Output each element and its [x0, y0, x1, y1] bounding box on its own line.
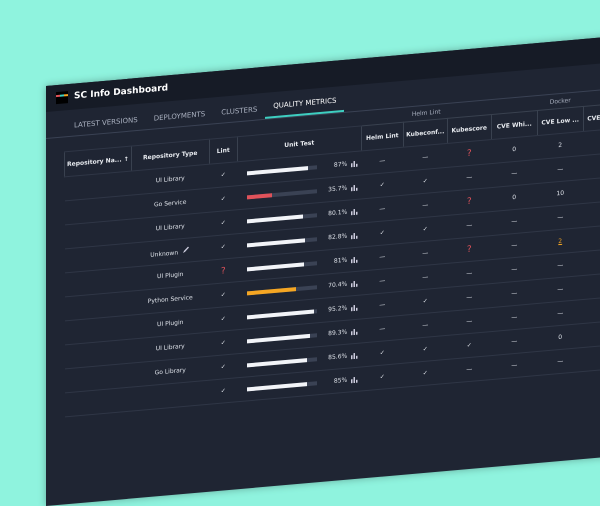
chart-icon[interactable]	[351, 280, 358, 288]
metric-cell: —	[491, 352, 537, 380]
unit-test-label: 85.6%	[321, 353, 347, 362]
progress-track	[247, 309, 317, 319]
app-title: SC Info Dashboard	[74, 83, 168, 101]
progress-bar	[247, 382, 307, 391]
progress-bar	[247, 166, 308, 175]
sort-icon[interactable]: ↑	[124, 155, 129, 162]
lint-status: ✓	[209, 378, 237, 404]
metric-cell: —	[583, 199, 600, 227]
unit-test-cell: 95.2%	[239, 304, 359, 321]
progress-track	[247, 261, 317, 271]
chart-icon[interactable]	[351, 304, 358, 312]
metric-cell: —	[447, 356, 491, 384]
metric-cell: 0	[583, 223, 600, 251]
unit-test-label: 70.4%	[321, 281, 347, 290]
unit-test-cell: 70.4%	[239, 280, 359, 297]
metric-cell: —	[583, 271, 600, 299]
lint-status: ✓	[209, 210, 237, 236]
progress-bar	[247, 309, 314, 319]
progress-bar	[247, 214, 303, 223]
unit-test-label: 80.1%	[321, 209, 347, 218]
progress-track	[247, 285, 317, 295]
lint-status: ✓	[209, 306, 237, 332]
metric-cell: ✓	[361, 363, 403, 391]
metric-cell: —	[537, 347, 583, 375]
chart-icon[interactable]	[351, 208, 358, 216]
progress-track	[247, 165, 317, 175]
progress-bar	[247, 238, 305, 247]
logo	[56, 91, 68, 104]
unit-test-cell: 85.6%	[239, 352, 359, 369]
chart-icon[interactable]	[351, 352, 358, 360]
repo-name	[65, 387, 132, 417]
metric-cell: —	[583, 343, 600, 371]
lint-status: ✓	[209, 162, 237, 188]
unit-test-cell: 89.3%	[239, 328, 359, 345]
unit-test-cell: 87%	[239, 160, 359, 177]
progress-bar	[247, 333, 310, 342]
progress-track	[247, 213, 317, 223]
unit-test-label: 35.7%	[321, 185, 347, 194]
chart-icon[interactable]	[351, 376, 358, 384]
unit-test-label: 81%	[321, 257, 347, 266]
metric-cell: —	[583, 295, 600, 323]
unit-test-label: 85%	[321, 377, 347, 386]
chart-icon[interactable]	[351, 232, 358, 240]
chart-icon[interactable]	[351, 160, 358, 168]
metric-cell: 3	[583, 127, 600, 155]
progress-track	[247, 189, 317, 199]
column-header[interactable]: CVE Medi...	[583, 102, 600, 131]
progress-bar	[247, 287, 296, 295]
unit-test-cell: 81%	[239, 256, 359, 273]
edit-icon[interactable]	[182, 245, 190, 254]
lint-status: ✓	[209, 282, 237, 308]
metric-cell: —	[583, 151, 600, 179]
progress-bar	[247, 262, 304, 271]
progress-track	[247, 381, 317, 391]
progress-bar	[247, 193, 272, 199]
progress-track	[247, 237, 317, 247]
lint-status: ?	[209, 258, 237, 284]
progress-bar	[247, 358, 307, 367]
unit-test-cell: 85%	[239, 376, 359, 393]
unit-test-label: 82.8%	[321, 233, 347, 242]
chart-icon[interactable]	[351, 328, 358, 336]
lint-status: ✓	[209, 354, 237, 380]
unit-test-cell: 35.7%	[239, 184, 359, 201]
column-header[interactable]: Helm Lint	[361, 122, 403, 151]
unit-test-cell: 80.1%	[239, 208, 359, 225]
chart-icon[interactable]	[351, 256, 358, 264]
metric-cell: 4	[583, 175, 600, 203]
metric-cell: 0	[583, 319, 600, 347]
metric-cell: —	[583, 247, 600, 275]
unit-test-label: 87%	[321, 161, 347, 170]
unit-test-label: 95.2%	[321, 305, 347, 314]
unit-test-cell: 82.8%	[239, 232, 359, 249]
column-header[interactable]: Lint	[209, 137, 237, 164]
chart-icon[interactable]	[351, 184, 358, 192]
metric-cell: ✓	[403, 359, 447, 387]
lint-status: ✓	[209, 234, 237, 260]
unit-test-label: 89.3%	[321, 329, 347, 338]
progress-track	[247, 357, 317, 367]
lint-status: ✓	[209, 186, 237, 212]
progress-track	[247, 333, 317, 343]
lint-status: ✓	[209, 330, 237, 356]
